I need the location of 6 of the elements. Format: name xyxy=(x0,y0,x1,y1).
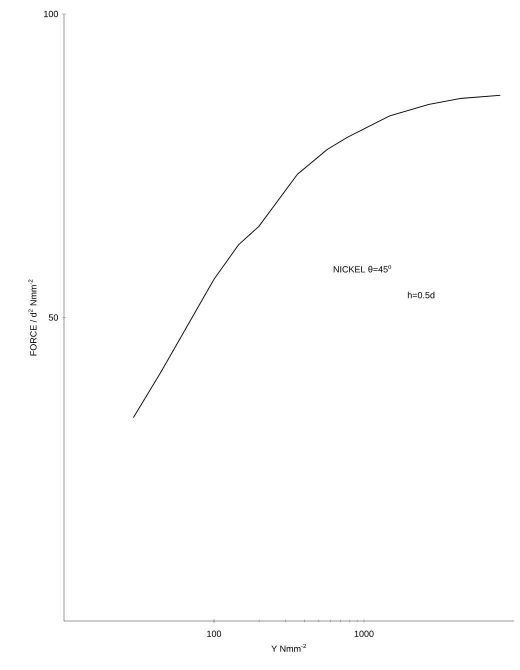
y-tick-label: 50 xyxy=(48,314,58,321)
y-axis-title: FORCE / d$^{2}$ Nmm$^{-2}$ xyxy=(28,280,37,356)
x-axis-title: Y Nmm$^{-2}$ xyxy=(271,644,306,652)
annotation: NICKEL θ=45$^{o}$ xyxy=(334,265,392,272)
x-tick-label: 1000 xyxy=(354,630,374,637)
annotation: h=0.5d xyxy=(408,292,434,298)
